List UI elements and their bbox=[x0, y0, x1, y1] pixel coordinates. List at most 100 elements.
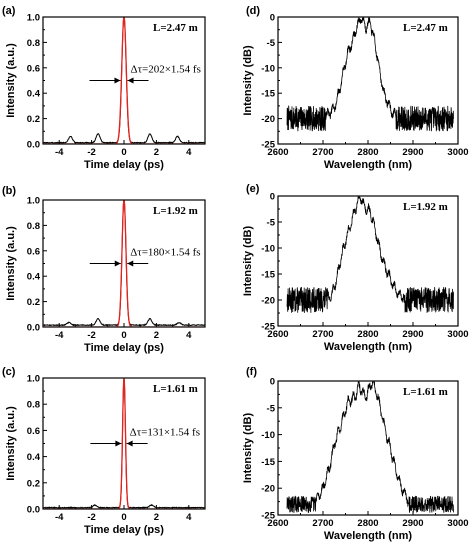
x-tick-label: -2 bbox=[87, 512, 95, 523]
x-axis-title: Wavelength (nm) bbox=[324, 341, 413, 353]
y-tick-label: -15 bbox=[261, 89, 275, 100]
y-tick-label: -5 bbox=[267, 218, 276, 229]
panel-a: (a) -4 -2 0 2 4 0.0 0.2 0.4 0.6 0.8 1.0 Time delay (… bbox=[2, 5, 206, 171]
y-axis-title: Intensity (dB) bbox=[242, 413, 254, 484]
x-tick-label: 2800 bbox=[357, 329, 378, 340]
y-tick-label: -20 bbox=[261, 484, 275, 495]
measured-trace bbox=[43, 17, 205, 144]
y-tick-label: 0.2 bbox=[27, 297, 40, 308]
panel-label: (a) bbox=[2, 5, 16, 17]
x-tick-label: 2700 bbox=[312, 518, 333, 529]
x-tick-label: 0 bbox=[121, 512, 126, 523]
pulse-width-label: Δτ=180×1.54 fs bbox=[130, 247, 200, 259]
x-tick-label: 2 bbox=[154, 512, 159, 523]
fwhm-arrow-left-head bbox=[115, 440, 122, 447]
x-tick-label: 2600 bbox=[267, 147, 288, 158]
y-tick-label: 0.2 bbox=[27, 478, 40, 489]
y-tick-label: -25 bbox=[261, 322, 275, 333]
y-tick-label: 0.4 bbox=[27, 89, 41, 100]
x-tick-label: 2900 bbox=[402, 518, 423, 529]
y-tick-label: 0.8 bbox=[27, 38, 40, 49]
x-tick-label: 2 bbox=[154, 147, 159, 158]
fit-trace bbox=[43, 378, 205, 509]
x-axis-title: Wavelength (nm) bbox=[324, 530, 413, 542]
y-tick-label: -25 bbox=[261, 140, 275, 151]
x-tick-label: 2700 bbox=[312, 147, 333, 158]
x-tick-label: 0 bbox=[121, 330, 126, 341]
panel-e: (e) 2600 2700 2800 2900 3000 0 -5 -10 -15 -20 -25 Wa… bbox=[242, 183, 469, 353]
x-tick-label: -4 bbox=[55, 147, 64, 158]
x-axis-title: Time delay (ps) bbox=[84, 342, 164, 354]
x-tick-label: 0 bbox=[121, 147, 126, 158]
panel-label: (e) bbox=[246, 183, 260, 195]
spectrum-trace bbox=[286, 381, 454, 514]
fwhm-arrow-right-head bbox=[127, 260, 134, 267]
x-tick-label: 2700 bbox=[312, 329, 333, 340]
fwhm-arrow-left-head bbox=[114, 77, 121, 84]
y-tick-label: 0.4 bbox=[27, 272, 41, 283]
panel-d: (d) 2600 2700 2800 2900 3000 0 -5 -10 -15 -20 -25 Wa… bbox=[242, 5, 469, 171]
panel-b: (b) -4 -2 0 2 4 0.0 0.2 0.4 0.6 0.8 1.0 Time delay (… bbox=[2, 185, 206, 354]
plot-frame bbox=[42, 16, 206, 145]
y-tick-label: 0.0 bbox=[27, 140, 40, 151]
y-tick-label: -20 bbox=[261, 296, 275, 307]
y-tick-label: 1.0 bbox=[27, 196, 40, 207]
fwhm-arrow-right-head bbox=[126, 440, 133, 447]
panel-f: (f) 2600 2700 2800 2900 3000 0 -5 -10 -15 -20 -25 Wa… bbox=[242, 366, 469, 542]
y-tick-label: -15 bbox=[261, 270, 275, 281]
x-axis-title: Time delay (ps) bbox=[84, 524, 164, 536]
y-tick-label: 1.0 bbox=[27, 13, 40, 24]
x-axis-title: Time delay (ps) bbox=[84, 159, 164, 171]
x-tick-label: 4 bbox=[186, 512, 192, 523]
fiber-length-label: L=1.92 m bbox=[403, 201, 448, 213]
x-tick-label: 2800 bbox=[357, 147, 378, 158]
x-tick-label: -2 bbox=[87, 147, 95, 158]
x-tick-label: 3000 bbox=[447, 147, 468, 158]
fiber-length-label: L=1.61 m bbox=[403, 386, 448, 398]
fwhm-arrow-right-head bbox=[127, 77, 134, 84]
y-tick-label: 0.0 bbox=[27, 505, 40, 516]
measured-trace bbox=[43, 200, 205, 327]
fiber-length-label: L=1.61 m bbox=[153, 383, 198, 395]
x-tick-label: 2 bbox=[154, 330, 159, 341]
y-axis-title: Intensity (a.u.) bbox=[5, 406, 17, 481]
y-tick-label: -10 bbox=[261, 430, 275, 441]
pulse-width-label: Δτ=202×1.54 fs bbox=[131, 64, 201, 76]
x-tick-label: 2600 bbox=[267, 518, 288, 529]
y-tick-label: -10 bbox=[261, 244, 275, 255]
y-tick-label: -5 bbox=[267, 38, 276, 49]
x-tick-label: 2900 bbox=[402, 329, 423, 340]
y-tick-label: 0 bbox=[270, 13, 275, 24]
x-tick-label: 2900 bbox=[402, 147, 423, 158]
fiber-length-label: L=1.92 m bbox=[153, 205, 198, 217]
y-axis-title: Intensity (dB) bbox=[242, 226, 254, 297]
y-tick-label: 0.4 bbox=[27, 452, 41, 463]
y-tick-label: 0.6 bbox=[27, 426, 40, 437]
y-tick-label: 0.6 bbox=[27, 246, 40, 257]
fiber-length-label: L=2.47 m bbox=[403, 22, 448, 34]
plot-frame bbox=[277, 380, 459, 516]
panel-label: (c) bbox=[2, 366, 16, 378]
y-tick-label: 0.0 bbox=[27, 323, 40, 334]
panel-c: (c) -4 -2 0 2 4 0.0 0.2 0.4 0.6 0.8 1.0 Time delay (… bbox=[2, 366, 206, 536]
panel-label: (d) bbox=[246, 5, 260, 17]
x-tick-label: 2600 bbox=[267, 329, 288, 340]
panel-label: (b) bbox=[2, 185, 16, 197]
plot-frame bbox=[42, 377, 206, 510]
measured-trace bbox=[43, 378, 205, 509]
y-tick-label: -5 bbox=[267, 403, 276, 414]
y-tick-label: 0.8 bbox=[27, 221, 40, 232]
pulse-width-label: Δτ=131×1.54 fs bbox=[130, 427, 200, 439]
x-tick-label: 3000 bbox=[447, 518, 468, 529]
y-tick-label: 0 bbox=[270, 377, 275, 388]
y-tick-label: 1.0 bbox=[27, 374, 40, 385]
x-tick-label: 4 bbox=[186, 330, 192, 341]
x-tick-label: -4 bbox=[55, 330, 64, 341]
y-tick-label: -25 bbox=[261, 511, 275, 522]
fiber-length-label: L=2.47 m bbox=[153, 22, 198, 34]
x-tick-label: 2800 bbox=[357, 518, 378, 529]
y-tick-label: 0.6 bbox=[27, 63, 40, 74]
x-tick-label: 3000 bbox=[447, 329, 468, 340]
y-axis-title: Intensity (a.u.) bbox=[5, 43, 17, 118]
